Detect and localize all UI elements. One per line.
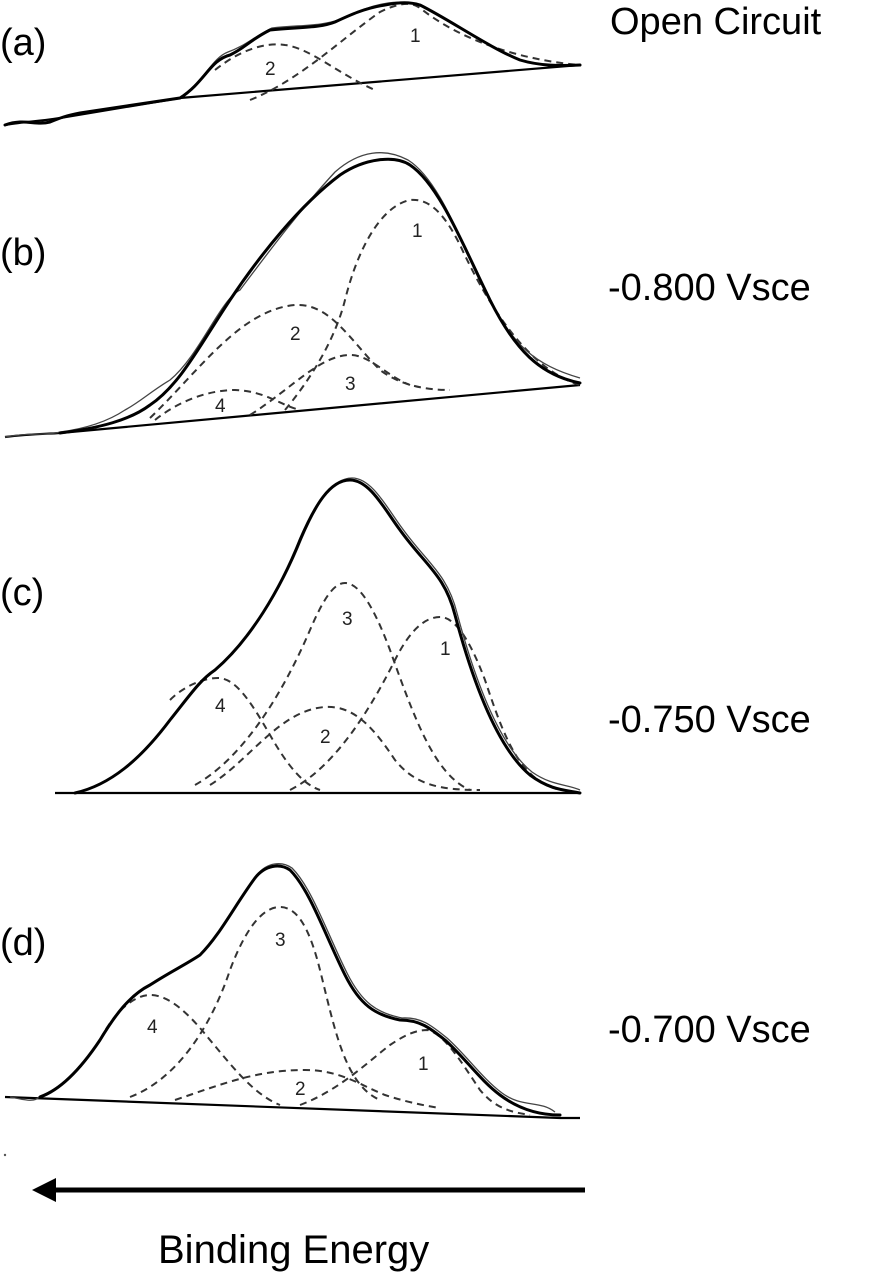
raw-spectrum-line	[9, 863, 556, 1113]
peak-number-label: 4	[147, 1017, 158, 1038]
baseline-line	[4, 63, 581, 127]
fitted-envelope-line	[38, 864, 562, 1117]
fitted-envelope-line	[3, 1, 582, 127]
arrow-left-head-icon	[32, 1178, 56, 1202]
peak-number-label: 4	[215, 696, 226, 717]
peak-number-label: 3	[275, 930, 286, 951]
condition-label-open-circuit: Open Circuit	[610, 1, 822, 43]
raw-spectrum-line	[4, 1, 581, 126]
peak-number-label: 1	[410, 26, 421, 47]
spectrum-panel-b: 1 2 3 4	[4, 152, 582, 439]
panel-letter-a: (a)	[0, 22, 46, 64]
peak-number-label: 1	[412, 221, 423, 242]
spectrum-panel-a: 12	[3, 1, 582, 127]
condition-label-0800: -0.800 Vsce	[608, 267, 811, 309]
component-peak-curve	[154, 388, 301, 421]
panel-letter-b: (b)	[0, 232, 46, 274]
fitted-envelope-line	[73, 478, 582, 795]
peak-number-label: 2	[320, 727, 331, 748]
peak-number-label: 3	[342, 609, 353, 630]
component-peak-curve	[174, 1068, 441, 1109]
peak-number-label: 1	[440, 639, 451, 660]
peak-number-label: 3	[345, 374, 356, 395]
component-peak-curve	[249, 353, 411, 416]
spectrum-panel-c: 3 1 4 2	[55, 477, 582, 795]
component-peak-curve	[299, 1028, 531, 1116]
peak-number-label: 2	[290, 324, 301, 345]
component-peak-curve	[129, 905, 381, 1101]
component-peak-curve	[149, 303, 451, 419]
x-axis-title: Binding Energy	[158, 1228, 429, 1272]
spectrum-panel-d: 3 4 1 2	[4, 863, 580, 1120]
panel-letter-c: (c)	[0, 572, 44, 614]
component-peak-curve	[249, 2, 581, 101]
component-peak-curve	[289, 615, 561, 791]
binding-energy-arrow	[32, 1178, 585, 1202]
component-peak-curve	[214, 43, 376, 91]
condition-label-0750: -0.750 Vsce	[608, 699, 811, 741]
peak-number-label: 4	[215, 396, 226, 417]
raw-spectrum-line	[4, 152, 581, 438]
panel-letter-d: (d)	[0, 922, 46, 964]
fitted-envelope-line	[58, 157, 582, 435]
component-peak-curve	[169, 676, 321, 791]
component-peak-curve	[194, 581, 471, 791]
peak-number-label: 2	[265, 59, 276, 80]
stray-dot	[3, 1153, 7, 1157]
condition-label-0700: -0.700 Vsce	[608, 1009, 811, 1051]
peak-number-label: 1	[418, 1054, 429, 1075]
peak-number-label: 2	[295, 1079, 306, 1100]
baseline-line	[4, 1095, 580, 1120]
component-peak-curve	[284, 198, 581, 411]
component-peak-curve	[209, 705, 481, 791]
